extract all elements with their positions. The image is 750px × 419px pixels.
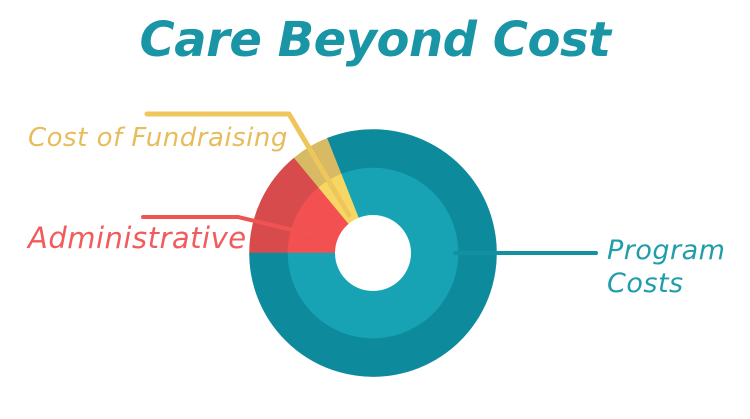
donut-hole <box>335 215 411 291</box>
chart-title: Care Beyond Cost <box>139 12 611 68</box>
leader-line-cost-of-fundraising <box>144 111 352 218</box>
leader-line-administrative <box>141 215 320 238</box>
label-program-costs: Program Costs <box>607 235 726 299</box>
label-administrative: Administrative <box>28 221 247 255</box>
label-cost-of-fundraising: Cost of Fundraising <box>28 123 288 153</box>
